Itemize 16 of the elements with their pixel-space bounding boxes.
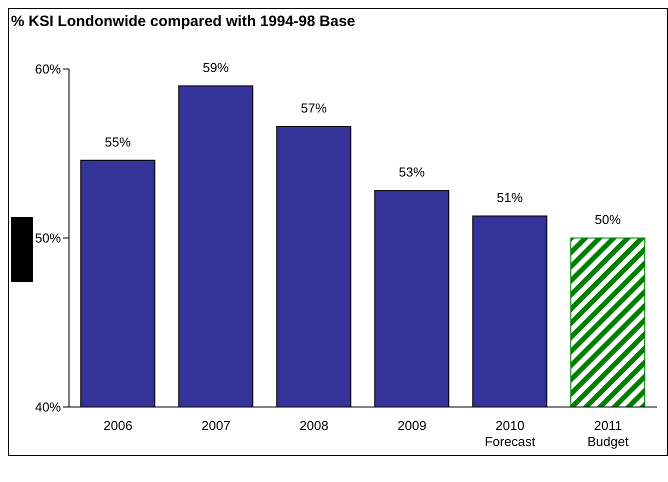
data-label: 53%: [398, 164, 426, 180]
y-tick-label: 60%: [34, 62, 62, 77]
x-tick-label: 2006: [104, 418, 132, 433]
x-tick-label: 2007: [202, 418, 230, 433]
data-label: 51%: [496, 190, 524, 206]
x-tick-label: 2009: [398, 418, 426, 433]
data-label: 50%: [594, 212, 622, 227]
chart-title: % KSI Londonwide compared with 1994-98 Base: [11, 13, 356, 30]
data-label: 59%: [202, 60, 230, 75]
data-label: 57%: [300, 100, 328, 116]
x-tick-label: 2008: [300, 418, 328, 433]
y-tick-label: 50%: [34, 230, 62, 246]
y-tick-label: 40%: [34, 400, 62, 415]
data-label: 55%: [104, 134, 132, 150]
x-tick-label: 2010 Forecast: [484, 418, 536, 449]
x-tick-label: 2011 Budget: [587, 418, 629, 449]
